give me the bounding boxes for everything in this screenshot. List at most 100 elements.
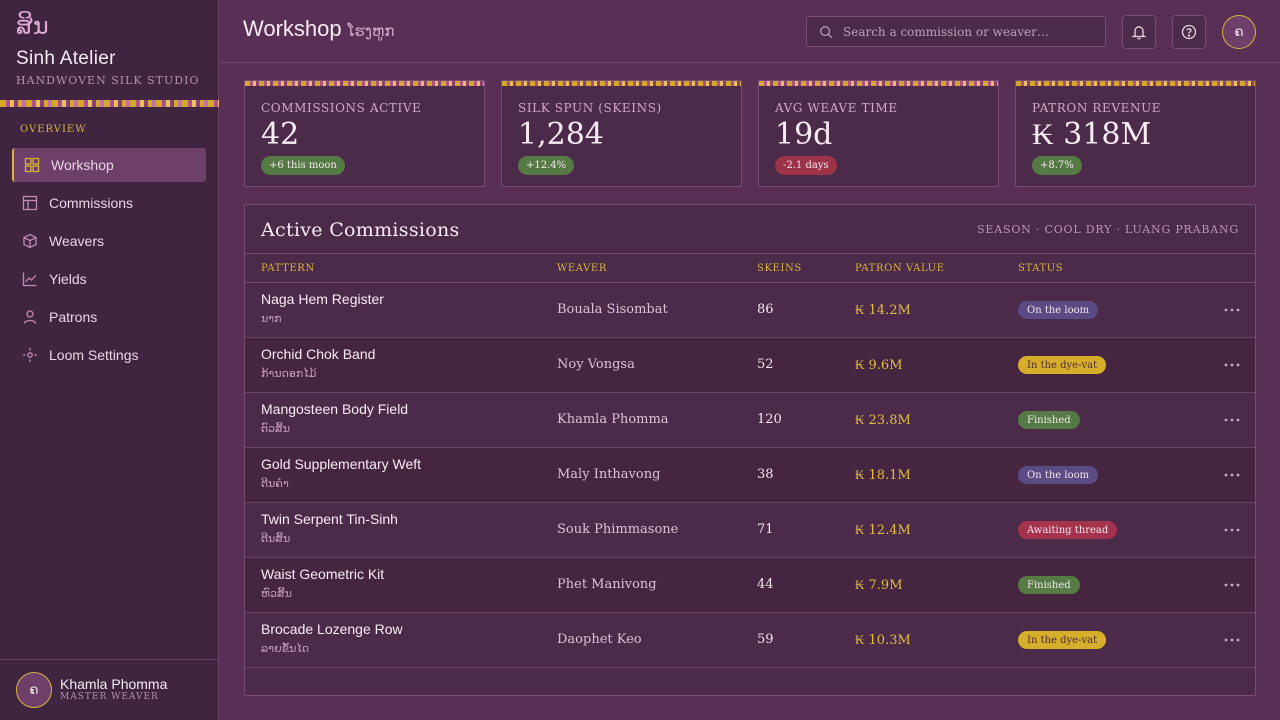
notifications-button[interactable] bbox=[1122, 15, 1156, 49]
row-actions-button[interactable] bbox=[1221, 410, 1243, 430]
pattern-name: Naga Hem Register bbox=[261, 291, 384, 307]
sidebar-item-label: Yields bbox=[49, 271, 87, 287]
commissions-panel: Active Commissions Season · Cool Dry · L… bbox=[244, 204, 1256, 696]
sidebar-item-label: Patrons bbox=[49, 309, 98, 325]
weaver-name: Daophet Keo bbox=[557, 632, 642, 647]
row-actions-button[interactable] bbox=[1221, 575, 1243, 595]
brand-name: Sinh Atelier bbox=[16, 48, 116, 69]
kpi-card-weave-time: AVG WEAVE TIME 19d -2.1 days bbox=[758, 80, 999, 187]
skein-count: 44 bbox=[757, 577, 774, 592]
status-badge: Finished bbox=[1018, 411, 1080, 429]
table-header: PATTERN WEAVER SKEINS PATRON VALUE STATU… bbox=[245, 253, 1255, 283]
sidebar-item-label: Commissions bbox=[49, 195, 134, 211]
avatar: ຄ bbox=[16, 672, 52, 708]
sidebar-nav: Workshop Commissions Weavers Yields Patr… bbox=[12, 148, 206, 376]
weaver-name: Noy Vongsa bbox=[557, 357, 635, 372]
weave-pattern-divider bbox=[0, 100, 219, 107]
patron-value: ₭ 10.3M bbox=[855, 633, 911, 648]
skein-count: 71 bbox=[757, 522, 774, 537]
more-icon bbox=[1224, 418, 1240, 422]
row-actions-button[interactable] bbox=[1221, 630, 1243, 650]
status-badge: On the loom bbox=[1018, 466, 1099, 484]
kpi-trend-badge: +8.7% bbox=[1032, 156, 1082, 175]
pattern-name-lao: ຫົວສິ້ນ bbox=[261, 587, 292, 600]
table-row[interactable]: Mangosteen Body Field ຕົວສິ້ນ Khamla Pho… bbox=[245, 393, 1255, 448]
help-button[interactable] bbox=[1172, 15, 1206, 49]
weaver-name: Souk Phimmasone bbox=[557, 522, 679, 537]
page-title-text: Workshop bbox=[243, 16, 342, 41]
skein-count: 59 bbox=[757, 632, 774, 647]
kpi-trend-badge: +6 this moon bbox=[261, 156, 345, 175]
more-icon bbox=[1224, 308, 1240, 312]
search-input[interactable] bbox=[843, 24, 1083, 39]
more-icon bbox=[1224, 363, 1240, 367]
sidebar-item-weavers[interactable]: Weavers bbox=[12, 224, 206, 258]
table-icon bbox=[22, 195, 38, 211]
pattern-name: Twin Serpent Tin-Sinh bbox=[261, 511, 398, 527]
kpi-value: ₭ 318M bbox=[1032, 117, 1152, 152]
grid-icon bbox=[24, 157, 40, 173]
table-row[interactable]: Orchid Chok Band ກ້ານດອກໄມ້ Noy Vongsa 5… bbox=[245, 338, 1255, 393]
kpi-label: SILK SPUN (SKEINS) bbox=[518, 101, 662, 115]
table-row[interactable]: Gold Supplementary Weft ຕີນຄໍາ Maly Inth… bbox=[245, 448, 1255, 503]
table-row[interactable]: Naga Hem Register ນາກ Bouala Sisombat 86… bbox=[245, 283, 1255, 338]
cube-icon bbox=[22, 233, 38, 249]
page-title-lao: ໂຮງຫູກ bbox=[347, 22, 395, 40]
row-actions-button[interactable] bbox=[1221, 300, 1243, 320]
bell-icon bbox=[1131, 26, 1147, 40]
column-header-status[interactable]: STATUS bbox=[1018, 263, 1064, 274]
more-icon bbox=[1224, 638, 1240, 642]
row-actions-button[interactable] bbox=[1221, 355, 1243, 375]
row-actions-button[interactable] bbox=[1221, 465, 1243, 485]
status-badge: In the dye-vat bbox=[1018, 356, 1107, 374]
sidebar-item-label: Loom Settings bbox=[49, 347, 139, 363]
search-box[interactable] bbox=[806, 16, 1106, 47]
row-actions-button[interactable] bbox=[1221, 520, 1243, 540]
page-title: Workshop ໂຮງຫູກ bbox=[243, 16, 394, 42]
kpi-card-revenue: PATRON REVENUE ₭ 318M +8.7% bbox=[1015, 80, 1256, 187]
table-row[interactable]: Waist Geometric Kit ຫົວສິ້ນ Phet Manivon… bbox=[245, 558, 1255, 613]
sidebar-item-yields[interactable]: Yields bbox=[12, 262, 206, 296]
column-header-patron-value[interactable]: PATRON VALUE bbox=[855, 263, 945, 274]
weaver-name: Khamla Phomma bbox=[557, 412, 669, 427]
pattern-name-lao: ຕີນຄໍາ bbox=[261, 477, 289, 490]
sidebar-item-label: Workshop bbox=[51, 157, 114, 173]
user-profile[interactable]: ຄ Khamla Phomma MASTER WEAVER bbox=[0, 659, 219, 720]
weaver-name: Maly Inthavong bbox=[557, 467, 661, 482]
table-row[interactable]: Brocade Lozenge Row ລາຍຂັ້ນໄດ Daophet Ke… bbox=[245, 613, 1255, 668]
status-badge: In the dye-vat bbox=[1018, 631, 1107, 649]
kpi-label: COMMISSIONS ACTIVE bbox=[261, 101, 422, 115]
patron-value: ₭ 7.9M bbox=[855, 578, 903, 593]
column-header-weaver[interactable]: WEAVER bbox=[557, 263, 607, 274]
pattern-name-lao: ຕົວສິ້ນ bbox=[261, 422, 290, 435]
status-badge: Finished bbox=[1018, 576, 1080, 594]
column-header-skeins[interactable]: SKEINS bbox=[757, 263, 802, 274]
more-icon bbox=[1224, 583, 1240, 587]
season-label: Season · Cool Dry · Luang Prabang bbox=[977, 223, 1239, 236]
sidebar-item-loom-settings[interactable]: Loom Settings bbox=[12, 338, 206, 372]
header-avatar[interactable]: ຄ bbox=[1222, 15, 1256, 49]
weaver-name: Bouala Sisombat bbox=[557, 302, 668, 317]
column-header-pattern[interactable]: PATTERN bbox=[261, 263, 315, 274]
top-header: Workshop ໂຮງຫູກ ຄ bbox=[220, 0, 1280, 63]
sidebar-item-label: Weavers bbox=[49, 233, 104, 249]
more-icon bbox=[1224, 528, 1240, 532]
table-row[interactable]: Twin Serpent Tin-Sinh ຕີນສິ້ນ Souk Phimm… bbox=[245, 503, 1255, 558]
skein-count: 86 bbox=[757, 302, 774, 317]
nav-section-label: OVERVIEW bbox=[20, 124, 87, 135]
patron-value: ₭ 23.8M bbox=[855, 413, 911, 428]
status-badge: Awaiting thread bbox=[1018, 521, 1118, 539]
patron-value: ₭ 14.2M bbox=[855, 303, 911, 318]
sidebar-item-commissions[interactable]: Commissions bbox=[12, 186, 206, 220]
kpi-label: AVG WEAVE TIME bbox=[775, 101, 898, 115]
person-icon bbox=[22, 309, 38, 325]
sidebar-item-workshop[interactable]: Workshop bbox=[12, 148, 206, 182]
pattern-name: Waist Geometric Kit bbox=[261, 566, 385, 582]
panel-title: Active Commissions bbox=[261, 219, 460, 241]
skein-count: 38 bbox=[757, 467, 774, 482]
patron-value: ₭ 12.4M bbox=[855, 523, 911, 538]
gear-icon bbox=[22, 347, 38, 363]
sidebar-item-patrons[interactable]: Patrons bbox=[12, 300, 206, 334]
kpi-label: PATRON REVENUE bbox=[1032, 101, 1162, 115]
kpi-value: 42 bbox=[261, 117, 300, 152]
